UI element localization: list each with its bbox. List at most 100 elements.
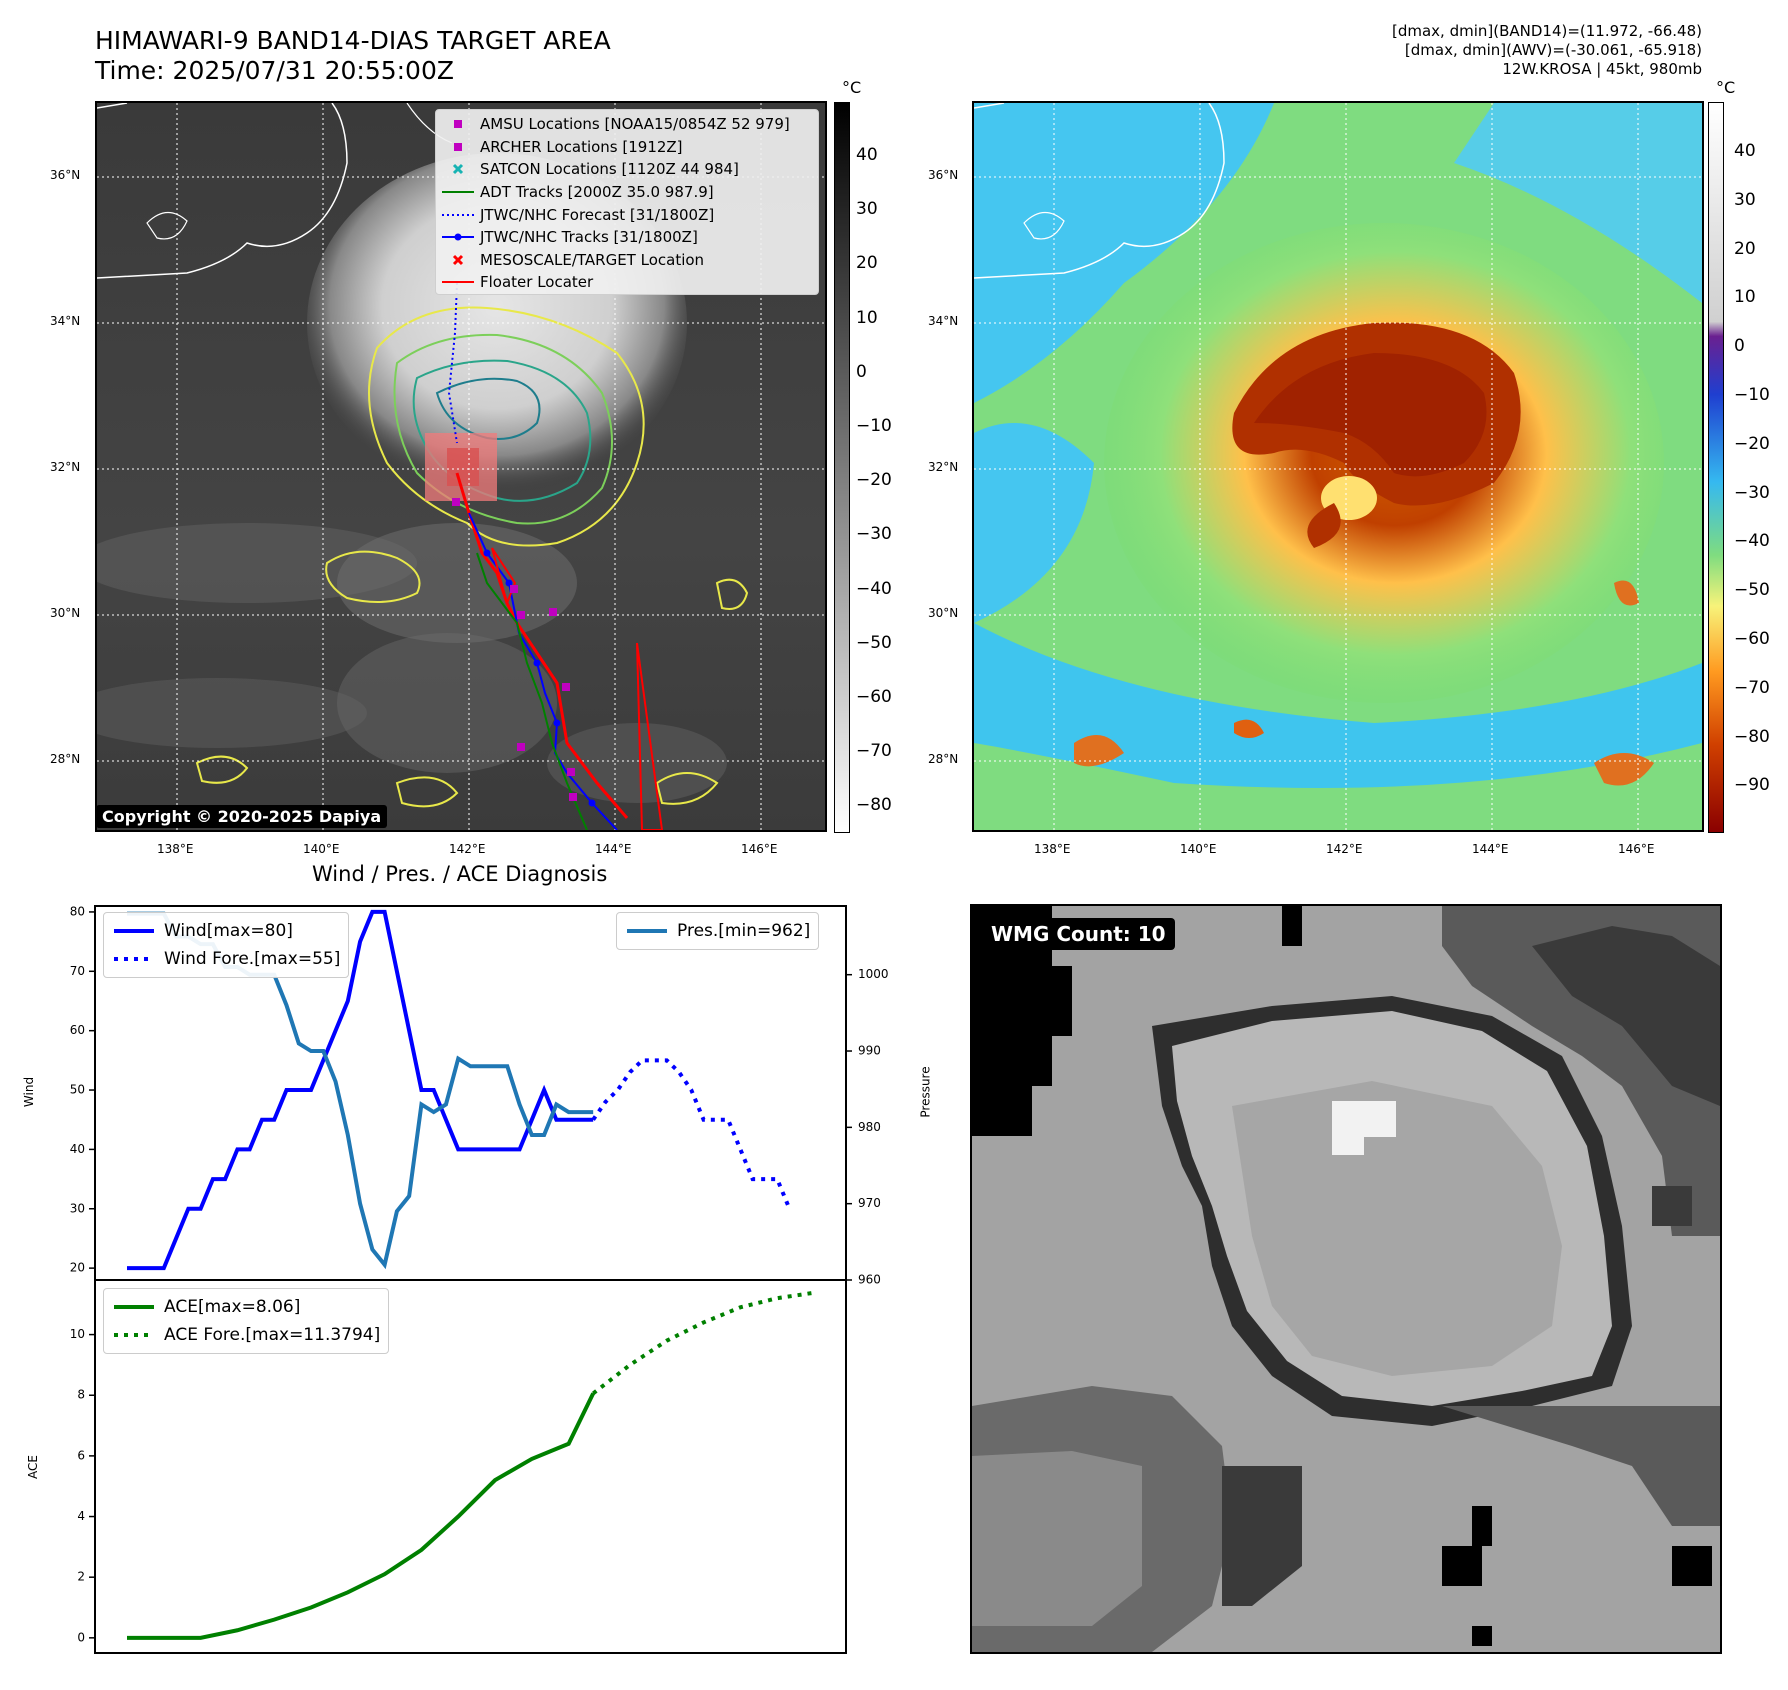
awv-map-panel xyxy=(972,101,1704,832)
colorbar2-tick: −90 xyxy=(1734,775,1770,796)
legend-label: JTWC/NHC Forecast [31/1800Z] xyxy=(480,205,715,224)
legend-marker xyxy=(436,232,480,242)
wind-tick-label: 30 xyxy=(70,1201,85,1215)
colorbar1-tick: −70 xyxy=(856,741,892,762)
ylabel-pressure: Pressure xyxy=(918,1066,933,1118)
colorbar2-tick: −80 xyxy=(1734,726,1770,747)
ace-legend-swatch xyxy=(114,1305,154,1309)
awv-lon-tick-142: 142°E xyxy=(1326,842,1363,856)
colorbar1 xyxy=(834,102,850,833)
legend-marker xyxy=(436,187,480,197)
colorbar2-tick: −50 xyxy=(1734,580,1770,601)
stats-line-3: 12W.KROSA | 45kt, 980mb xyxy=(1502,60,1702,78)
colorbar1-tick: −80 xyxy=(856,795,892,816)
pressure-tick-label: 990 xyxy=(858,1044,881,1058)
colorbar1-tick: −20 xyxy=(856,470,892,491)
colorbar2-tick: 10 xyxy=(1734,287,1756,308)
awv-map-image xyxy=(974,103,1702,830)
lon-tick-140: 140°E xyxy=(303,842,340,856)
ace-tick-label: 10 xyxy=(70,1327,85,1341)
stats-block: [dmax, dmin](BAND14)=(11.972, -66.48) [d… xyxy=(1392,22,1702,79)
lat-tick-30: 30°N xyxy=(50,606,81,620)
ace-legend: ACE[max=8.06] ACE Fore.[max=11.3794] xyxy=(103,1288,390,1354)
legend-marker xyxy=(436,117,480,131)
ace-legend-label: ACE[max=8.06] xyxy=(164,1297,301,1317)
lon-tick-142: 142°E xyxy=(449,842,486,856)
colorbar2-tick: −30 xyxy=(1734,482,1770,503)
awv-lon-tick-144: 144°E xyxy=(1472,842,1509,856)
stats-line-1: [dmax, dmin](BAND14)=(11.972, -66.48) xyxy=(1391,22,1702,40)
pressure-tick-label: 970 xyxy=(858,1196,881,1210)
wmg-image xyxy=(972,906,1720,1652)
map-legend-rows: AMSU Locations [NOAA15/0854Z 52 979] ARCH… xyxy=(436,113,818,294)
legend-marker xyxy=(436,277,480,287)
map-legend-item: ADT Tracks [2000Z 35.0 987.9] xyxy=(436,181,818,204)
wind-legend-label: Wind[max=80] xyxy=(164,921,293,941)
colorbar2-unit: °C xyxy=(1716,78,1736,97)
wind-fore-legend-swatch xyxy=(114,957,154,961)
wind-legend-row: Wind[max=80] xyxy=(112,917,340,945)
wind-tick-label: 50 xyxy=(70,1083,85,1097)
colorbar2-tick: −10 xyxy=(1734,385,1770,405)
colorbar1-tick: 30 xyxy=(856,199,878,220)
pressure-tick-label: 980 xyxy=(858,1120,881,1134)
ir-map-panel: AMSU Locations [NOAA15/0854Z 52 979] ARCH… xyxy=(95,101,827,832)
colorbar2-tick: 30 xyxy=(1734,189,1756,210)
legend-marker xyxy=(436,162,480,176)
ace-tick-label: 6 xyxy=(77,1448,85,1462)
colorbar2-tick: −20 xyxy=(1734,433,1770,454)
wmg-count-badge: WMG Count: 10 xyxy=(982,918,1175,950)
lat-tick-34: 34°N xyxy=(50,314,81,328)
ylabel-ace: ACE xyxy=(25,1455,40,1479)
figure-title: HIMAWARI-9 BAND14-DIAS TARGET AREA Time:… xyxy=(95,26,611,86)
pressure-tick-label: 1000 xyxy=(858,967,889,981)
colorbar1-tick: −40 xyxy=(856,578,892,599)
map-legend-item: Floater Locater xyxy=(436,271,818,294)
map-legend-item: JTWC/NHC Forecast [31/1800Z] xyxy=(436,203,818,226)
wind-tick-label: 80 xyxy=(70,904,85,918)
ace-tick-label: 2 xyxy=(77,1570,85,1584)
colorbar2-tick: −60 xyxy=(1734,629,1770,649)
awv-lat-tick-36: 36°N xyxy=(928,168,959,182)
legend-marker xyxy=(436,253,480,267)
map-legend-item: SATCON Locations [1120Z 44 984] xyxy=(436,158,818,181)
wind-tick-label: 20 xyxy=(70,1261,85,1275)
colorbar1-tick: 40 xyxy=(856,145,878,165)
ace-tick-label: 0 xyxy=(77,1630,85,1644)
wind-legend-swatch xyxy=(114,929,154,933)
ace-series-line-0 xyxy=(127,1392,595,1640)
legend-label: ADT Tracks [2000Z 35.0 987.9] xyxy=(480,183,714,202)
legend-label: AMSU Locations [NOAA15/0854Z 52 979] xyxy=(480,115,790,134)
colorbar1-tick: −60 xyxy=(856,687,892,707)
lon-tick-138: 138°E xyxy=(157,842,194,856)
colorbar1-tick: −10 xyxy=(856,416,892,436)
map-legend: AMSU Locations [NOAA15/0854Z 52 979] ARCH… xyxy=(435,109,819,295)
awv-lon-tick-140: 140°E xyxy=(1180,842,1217,856)
lat-tick-28: 28°N xyxy=(50,752,81,766)
map-legend-item: AMSU Locations [NOAA15/0854Z 52 979] xyxy=(436,113,818,136)
map-legend-item: JTWC/NHC Tracks [31/1800Z] xyxy=(436,226,818,249)
diagnosis-ticks: 20 30 40 50 60 70 80 960 970 980 990 1000 0 2 4 6 8 10 xyxy=(70,904,889,1644)
colorbar2 xyxy=(1708,102,1724,833)
awv-lat-tick-28: 28°N xyxy=(928,752,959,766)
wind-tick-label: 60 xyxy=(70,1023,85,1037)
pres-legend-label: Pres.[min=962] xyxy=(677,921,811,941)
title-line-1: HIMAWARI-9 BAND14-DIAS TARGET AREA xyxy=(95,26,611,55)
wind-fore-legend-row: Wind Fore.[max=55] xyxy=(112,945,340,973)
legend-label: JTWC/NHC Tracks [31/1800Z] xyxy=(480,228,698,247)
colorbar2-tick: 20 xyxy=(1734,238,1756,259)
legend-label: Floater Locater xyxy=(480,273,594,292)
diagnosis-title: Wind / Pres. / ACE Diagnosis xyxy=(312,862,608,886)
ace-fore-legend-row: ACE Fore.[max=11.3794] xyxy=(112,1321,380,1349)
stats-line-2: [dmax, dmin](AWV)=(-30.061, -65.918) xyxy=(1404,41,1702,59)
awv-lon-tick-138: 138°E xyxy=(1034,842,1071,856)
legend-label: SATCON Locations [1120Z 44 984] xyxy=(480,160,739,179)
colorbar1-tick: −30 xyxy=(856,524,892,545)
pres-legend-swatch xyxy=(627,929,667,933)
awv-lat-tick-32: 32°N xyxy=(928,460,959,474)
legend-label: ARCHER Locations [1912Z] xyxy=(480,137,683,156)
awv-lon-tick-146: 146°E xyxy=(1618,842,1655,856)
lat-tick-32: 32°N xyxy=(50,460,81,474)
ace-series-line-1 xyxy=(591,1290,815,1395)
lat-tick-36: 36°N xyxy=(50,168,81,182)
